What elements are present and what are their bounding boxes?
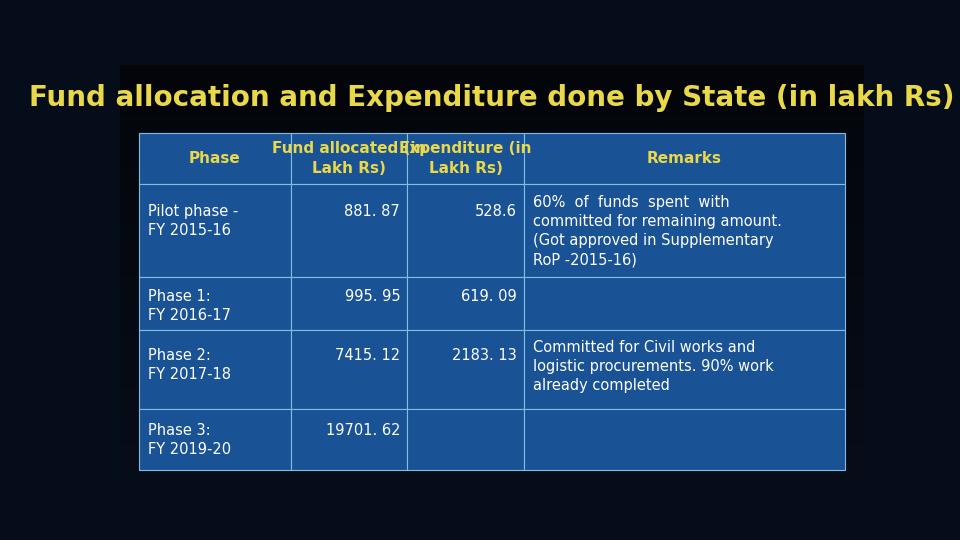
Bar xyxy=(407,409,524,470)
Bar xyxy=(291,133,407,184)
Text: Phase 1:
FY 2016-17: Phase 1: FY 2016-17 xyxy=(148,288,230,323)
Bar xyxy=(291,276,407,330)
Bar xyxy=(291,330,407,409)
Bar xyxy=(291,184,407,276)
Text: 7415. 12: 7415. 12 xyxy=(335,348,400,363)
Text: Phase 2:
FY 2017-18: Phase 2: FY 2017-18 xyxy=(148,348,230,382)
Text: Fund allocated (in
Lakh Rs): Fund allocated (in Lakh Rs) xyxy=(272,141,426,176)
Bar xyxy=(524,276,846,330)
Bar xyxy=(138,330,291,409)
Text: 19701. 62: 19701. 62 xyxy=(325,423,400,438)
Bar xyxy=(524,330,846,409)
Text: 881. 87: 881. 87 xyxy=(345,204,400,219)
Text: 528.6: 528.6 xyxy=(475,204,516,219)
Bar xyxy=(407,330,524,409)
Text: Fund allocation and Expenditure done by State (in lakh Rs): Fund allocation and Expenditure done by … xyxy=(29,84,955,112)
Bar xyxy=(138,133,291,184)
Bar xyxy=(407,184,524,276)
Text: Committed for Civil works and
logistic procurements. 90% work
already completed: Committed for Civil works and logistic p… xyxy=(534,340,774,393)
Bar xyxy=(138,276,291,330)
Bar xyxy=(524,409,846,470)
Bar xyxy=(138,409,291,470)
Text: Phase: Phase xyxy=(189,151,240,166)
Text: 60%  of  funds  spent  with
committed for remaining amount.
(Got approved in Sup: 60% of funds spent with committed for re… xyxy=(534,195,782,267)
Bar xyxy=(407,276,524,330)
Text: Pilot phase -
FY 2015-16: Pilot phase - FY 2015-16 xyxy=(148,204,238,238)
Text: 2183. 13: 2183. 13 xyxy=(452,348,516,363)
Bar xyxy=(407,133,524,184)
Text: Phase 3:
FY 2019-20: Phase 3: FY 2019-20 xyxy=(148,423,230,457)
Bar xyxy=(524,184,846,276)
Text: 619. 09: 619. 09 xyxy=(461,288,516,303)
Bar xyxy=(291,409,407,470)
Bar xyxy=(524,133,846,184)
Text: Remarks: Remarks xyxy=(647,151,722,166)
Text: Expenditure (in
Lakh Rs): Expenditure (in Lakh Rs) xyxy=(399,141,532,176)
Bar xyxy=(138,184,291,276)
Text: 995. 95: 995. 95 xyxy=(345,288,400,303)
